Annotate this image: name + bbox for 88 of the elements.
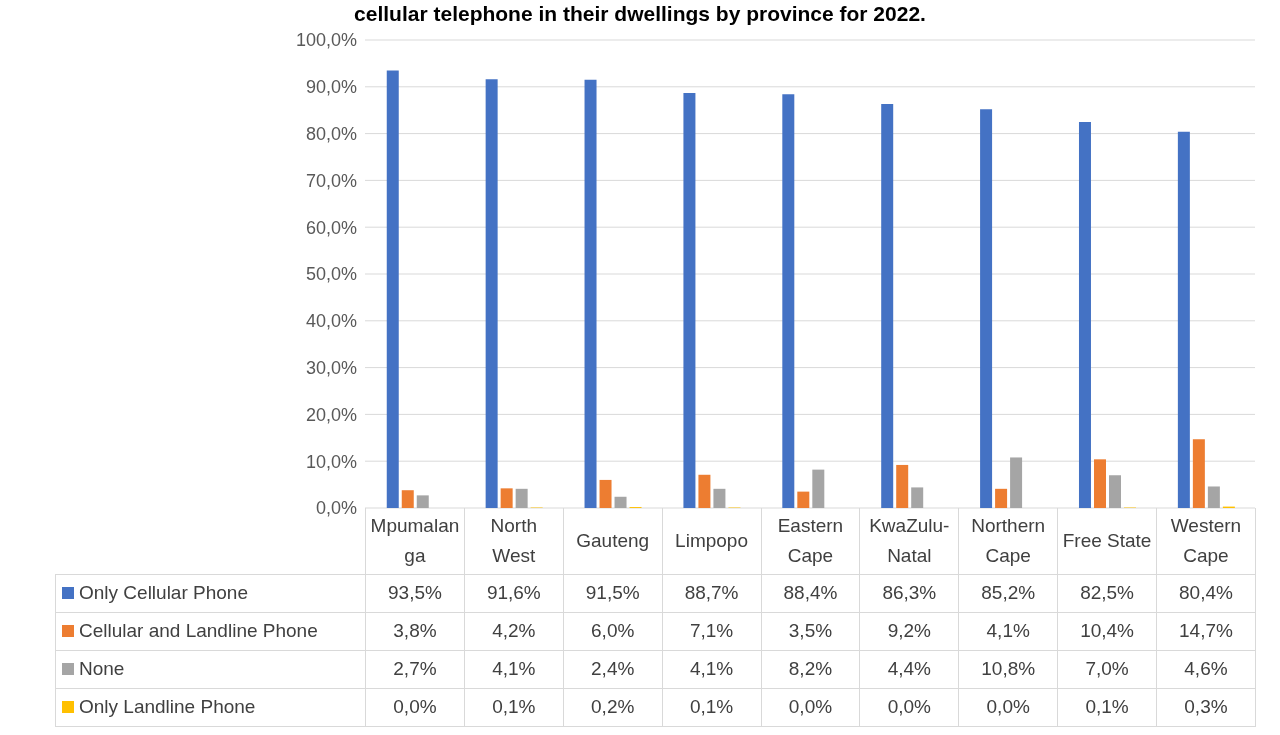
- data-label: 7,1%: [662, 612, 761, 650]
- data-label: 91,5%: [563, 574, 663, 612]
- x-tick-label: Eastern Cape: [761, 508, 860, 574]
- data-label: 10,8%: [958, 650, 1058, 688]
- data-label: 0,0%: [859, 688, 959, 726]
- data-label: 3,5%: [761, 612, 860, 650]
- x-tick-label: Northern Cape: [958, 508, 1058, 574]
- legend-label: Only Landline Phone: [55, 688, 366, 726]
- data-label: 4,1%: [464, 650, 564, 688]
- chart-title: cellular telephone in their dwellings by province for 2022.: [353, 2, 927, 26]
- bar: [1108, 475, 1121, 508]
- data-label: 86,3%: [859, 574, 959, 612]
- bar: [614, 496, 627, 508]
- y-tick-label: 90,0%: [305, 77, 357, 98]
- bar: [1192, 439, 1205, 508]
- data-label: 8,2%: [761, 650, 860, 688]
- y-tick-label: 10,0%: [305, 451, 357, 472]
- bar: [1078, 121, 1091, 508]
- data-label: 10,4%: [1057, 612, 1157, 650]
- bar: [797, 491, 810, 508]
- legend-label: Cellular and Landline Phone: [55, 612, 366, 650]
- bar: [812, 469, 825, 508]
- data-label: 2,4%: [563, 650, 663, 688]
- data-label: 0,0%: [365, 688, 465, 726]
- y-tick-label: 0,0%: [315, 498, 357, 519]
- bar: [416, 495, 429, 508]
- y-tick-label: 20,0%: [305, 404, 357, 425]
- data-label: 85,2%: [958, 574, 1058, 612]
- y-tick-label: 50,0%: [305, 264, 357, 285]
- y-tick-label: 40,0%: [305, 311, 357, 332]
- data-label: 88,4%: [761, 574, 860, 612]
- y-tick-label: 60,0%: [305, 217, 357, 238]
- data-label: 9,2%: [859, 612, 959, 650]
- data-label: 0,0%: [958, 688, 1058, 726]
- bar: [500, 488, 513, 508]
- data-label: 0,0%: [761, 688, 860, 726]
- bar: [1093, 459, 1106, 508]
- data-label: 82,5%: [1057, 574, 1157, 612]
- data-label: 4,1%: [662, 650, 761, 688]
- bar: [515, 488, 528, 508]
- bar: [485, 79, 498, 508]
- bar: [1207, 486, 1220, 508]
- data-label: 4,6%: [1156, 650, 1256, 688]
- legend-label: Only Cellular Phone: [55, 574, 366, 612]
- data-label: 4,2%: [464, 612, 564, 650]
- data-label: 88,7%: [662, 574, 761, 612]
- data-label: 4,1%: [958, 612, 1058, 650]
- bar: [881, 104, 894, 508]
- bar: [683, 92, 696, 508]
- data-label: 0,1%: [464, 688, 564, 726]
- data-label: 93,5%: [365, 574, 465, 612]
- x-tick-label: Western Cape: [1156, 508, 1256, 574]
- x-tick-label: Free State: [1057, 508, 1157, 574]
- data-label: 80,4%: [1156, 574, 1256, 612]
- data-label: 3,8%: [365, 612, 465, 650]
- y-tick-label: 100,0%: [295, 30, 357, 51]
- x-tick-label: Limpopo: [662, 508, 761, 574]
- bar: [599, 479, 612, 508]
- bar: [995, 488, 1008, 508]
- data-label: 91,6%: [464, 574, 564, 612]
- data-label: 0,2%: [563, 688, 663, 726]
- data-label: 4,4%: [859, 650, 959, 688]
- x-tick-label: North West: [464, 508, 564, 574]
- bar: [1010, 457, 1023, 508]
- bar: [980, 109, 993, 508]
- bar: [401, 490, 414, 508]
- y-tick-label: 80,0%: [305, 123, 357, 144]
- data-label: 2,7%: [365, 650, 465, 688]
- bar: [782, 94, 795, 508]
- x-tick-label: KwaZulu-Natal: [859, 508, 959, 574]
- y-tick-label: 30,0%: [305, 357, 357, 378]
- data-label: 0,3%: [1156, 688, 1256, 726]
- bar: [911, 487, 924, 508]
- legend-label: None: [55, 650, 366, 688]
- bar: [1177, 131, 1190, 508]
- bar: [896, 464, 909, 508]
- bar: [698, 474, 711, 508]
- bar: [713, 488, 726, 508]
- data-label: 0,1%: [662, 688, 761, 726]
- data-label: 6,0%: [563, 612, 663, 650]
- data-label: 14,7%: [1156, 612, 1256, 650]
- data-label: 7,0%: [1057, 650, 1157, 688]
- y-tick-label: 70,0%: [305, 170, 357, 191]
- x-tick-label: Mpumalanga: [365, 508, 465, 574]
- data-label: 0,1%: [1057, 688, 1157, 726]
- x-tick-label: Gauteng: [563, 508, 663, 574]
- bar: [386, 70, 399, 508]
- bar: [584, 79, 597, 508]
